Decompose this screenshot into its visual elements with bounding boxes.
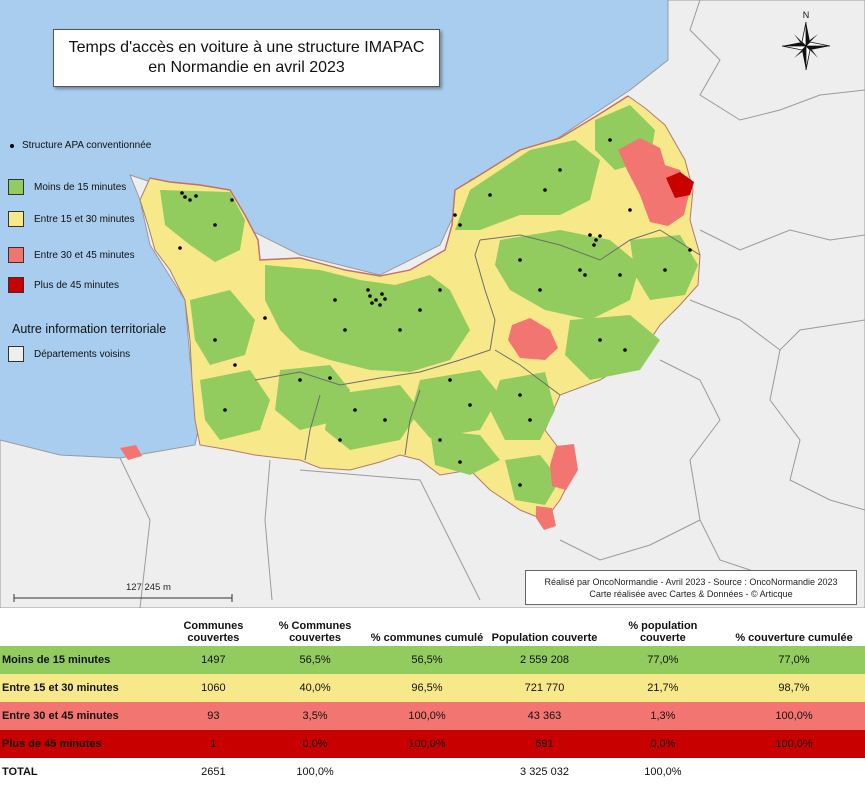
table-cell: 96,5% <box>367 674 487 702</box>
compass-rose-icon: N <box>778 8 834 72</box>
departement-borders <box>254 229 701 461</box>
north-label: N <box>803 10 810 20</box>
scale-bar: 127 245 m <box>14 582 232 600</box>
table-header: % Communes couvertes <box>278 620 352 644</box>
table-row: Entre 15 et 30 minutes 1060 40,0% 96,5% … <box>0 674 865 702</box>
table-cell: 3,5% <box>262 702 368 730</box>
legend-class-label: Entre 15 et 30 minutes <box>34 213 135 225</box>
legend-class-row: Plus de 45 minutes <box>8 277 119 293</box>
table-header: Population couverte <box>491 632 598 644</box>
table-cell: 100,0% <box>367 702 487 730</box>
table-cell: 56,5% <box>262 646 368 674</box>
table-cell: 0,0% <box>602 730 723 758</box>
table-cell: 691 <box>486 730 603 758</box>
map-title-line1: Temps d'accès en voiture à une structure… <box>68 39 425 56</box>
coverage-table: Communes couvertes % Communes couvertes … <box>0 609 865 786</box>
table-cell: 1 <box>164 730 263 758</box>
coastline <box>149 95 629 277</box>
table-cell: 43 363 <box>486 702 603 730</box>
zones-30-45 <box>120 138 690 530</box>
facility-dot-icon <box>10 143 14 148</box>
legend-class-row: Entre 15 et 30 minutes <box>8 211 135 227</box>
legend-class-label: Plus de 45 minutes <box>34 279 120 291</box>
legend-class-row: Entre 30 et 45 minutes <box>8 247 135 263</box>
table-cell: 93 <box>164 702 263 730</box>
legend-class-row: Moins de 15 minutes <box>8 179 126 195</box>
table-cell: 100,0% <box>723 702 865 730</box>
table-header: Communes couvertes <box>183 620 244 644</box>
table-cell: TOTAL <box>0 758 165 786</box>
table-cell: 40,0% <box>262 674 368 702</box>
legend-point-row: Structure APA conventionnée <box>8 140 151 151</box>
scale-bar-line <box>13 594 233 602</box>
legend-neighbors-label: Départements voisins <box>34 348 131 360</box>
table-row-total: TOTAL 2651 100,0% 3 325 032 100,0% <box>0 758 865 786</box>
table-cell: 21,7% <box>602 674 723 702</box>
table-cell: 2651 <box>164 758 263 786</box>
credit-line2: Carte réalisée avec Cartes & Données - ©… <box>589 588 793 599</box>
legend-swatch-plus-45 <box>8 277 24 293</box>
table-header <box>0 609 164 646</box>
map-canvas <box>0 0 865 608</box>
table-cell: 0,0% <box>262 730 368 758</box>
table-cell: 1060 <box>164 674 263 702</box>
table-cell: 3 325 032 <box>486 758 603 786</box>
table-cell: 100,0% <box>723 730 865 758</box>
legend-other-title: Autre information territoriale <box>12 322 167 336</box>
zone-plus-45 <box>666 172 694 198</box>
table-header: % couverture cumulée <box>735 632 853 644</box>
table-cell: 1,3% <box>602 702 723 730</box>
table-row: Entre 30 et 45 minutes 93 3,5% 100,0% 43… <box>0 702 865 730</box>
legend-class-label: Moins de 15 minutes <box>34 181 127 193</box>
legend-swatch-15-30 <box>8 211 24 227</box>
legend-point-label: Structure APA conventionnée <box>22 140 152 151</box>
table-cell: 721 770 <box>486 674 603 702</box>
table-cell: 100,0% <box>602 758 723 786</box>
table-cell: 100,0% <box>367 730 487 758</box>
facility-points <box>178 138 692 487</box>
neighbor-borders <box>119 0 865 608</box>
table-row: Moins de 15 minutes 1497 56,5% 56,5% 2 5… <box>0 646 865 674</box>
map-title-line2: en Normandie en avril 2023 <box>148 59 345 76</box>
legend-class-label: Entre 30 et 45 minutes <box>34 249 135 261</box>
table-cell: Plus de 45 minutes <box>0 730 165 758</box>
scale-label: 127 245 m <box>126 582 171 593</box>
legend-swatch-neighbors <box>8 346 24 362</box>
map-area: Temps d'accès en voiture à une structure… <box>0 0 865 608</box>
table-cell <box>723 758 865 786</box>
legend-neighbors-row: Départements voisins <box>8 346 130 362</box>
credit-box: Réalisé par OncoNormandie - Avril 2023 -… <box>525 570 857 605</box>
table-header: % communes cumulé <box>370 632 484 644</box>
legend-swatch-30-45 <box>8 247 24 263</box>
table-row: Plus de 45 minutes 1 0,0% 100,0% 691 0,0… <box>0 730 865 758</box>
table-cell: 98,7% <box>723 674 865 702</box>
table-cell: 2 559 208 <box>486 646 603 674</box>
zones-moins-15 <box>160 105 698 505</box>
table-cell: 77,0% <box>602 646 723 674</box>
table-cell: Moins de 15 minutes <box>0 646 165 674</box>
table-header-row: Communes couvertes % Communes couvertes … <box>0 609 865 646</box>
legend-swatch-moins-15 <box>8 179 24 195</box>
table-cell: 77,0% <box>723 646 865 674</box>
table-cell: Entre 15 et 30 minutes <box>0 674 165 702</box>
table-cell: 56,5% <box>367 646 487 674</box>
table-header: % population couverte <box>628 620 698 644</box>
table-cell: 1497 <box>164 646 263 674</box>
table-cell: 100,0% <box>262 758 368 786</box>
map-title: Temps d'accès en voiture à une structure… <box>53 29 440 87</box>
table-cell <box>367 758 487 786</box>
credit-line1: Réalisé par OncoNormandie - Avril 2023 -… <box>544 576 838 587</box>
table-cell: Entre 30 et 45 minutes <box>0 702 165 730</box>
